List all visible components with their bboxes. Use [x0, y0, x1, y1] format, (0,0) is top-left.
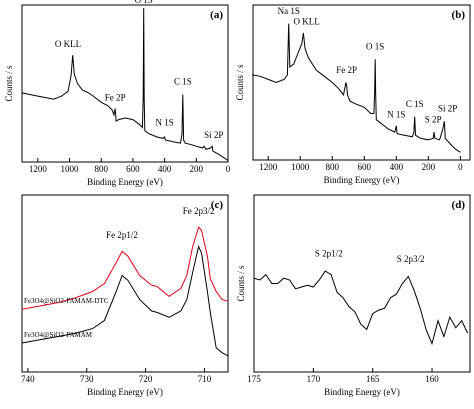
x-tick-label: 1000 — [61, 164, 80, 174]
peak-label: O 1S — [366, 42, 384, 52]
x-tick-label: 160 — [425, 374, 439, 384]
peak-label: N 1S — [155, 117, 173, 127]
x-tick-label: 1200 — [259, 162, 278, 172]
series-label: Fe3O4@SiO2-PAMAM-DTC — [24, 297, 109, 305]
x-tick-label: 600 — [126, 164, 140, 174]
peak-label: S 2p1/2 — [315, 249, 343, 259]
peak-label: Si 2P — [204, 130, 223, 140]
plot-frame — [21, 194, 229, 373]
x-tick-label: 710 — [198, 374, 212, 384]
x-tick-label: 1200 — [29, 164, 48, 174]
x-axis-label: Binding Energy (eV) — [87, 387, 163, 397]
peak-label: S 2p3/2 — [397, 254, 425, 264]
peak-label: S 2P — [425, 114, 442, 124]
plot-frame — [21, 4, 229, 163]
x-axis-label: Binding Energy (eV) — [324, 175, 400, 185]
x-tick-label: 0 — [458, 162, 463, 172]
peak-label: Fe 2p3/2 — [183, 206, 215, 216]
x-axis-label: Binding Energy (eV) — [87, 177, 163, 187]
x-tick-label: 170 — [307, 374, 321, 384]
x-tick-label: 720 — [139, 374, 153, 384]
peak-label: O KLL — [294, 17, 320, 27]
plot-frame — [253, 194, 471, 373]
y-axis-label: Counts / s — [236, 265, 246, 302]
x-tick-label: 1000 — [291, 162, 310, 172]
spectrum-line — [21, 244, 229, 357]
y-axis-label: Counts / s — [4, 65, 14, 102]
peak-label: Na 1S — [278, 6, 300, 16]
x-tick-label: 800 — [94, 164, 108, 174]
peak-label: Si 2P — [438, 104, 457, 114]
spectrum-line — [252, 23, 461, 153]
x-tick-label: 600 — [358, 162, 372, 172]
spectrum-line — [21, 226, 229, 310]
peak-label: O KLL — [55, 39, 81, 49]
peak-label: C 1S — [406, 99, 424, 109]
panel-label: (b) — [452, 9, 466, 21]
x-tick-label: 165 — [366, 374, 380, 384]
peak-label: C 1S — [174, 77, 192, 87]
panel-label: (d) — [452, 199, 466, 211]
x-axis-label: Binding Energy (eV) — [324, 387, 400, 397]
series-label: Fe3O4@SiO2-PAMAM — [24, 331, 93, 339]
x-tick-label: 740 — [21, 374, 35, 384]
panel-label: (a) — [210, 9, 223, 21]
y-axis-label: Counts / s — [235, 64, 245, 101]
x-tick-label: 800 — [326, 162, 340, 172]
peak-label: Fe 2P — [105, 92, 126, 102]
x-tick-label: 400 — [390, 162, 404, 172]
x-tick-label: 730 — [80, 374, 94, 384]
x-tick-label: 175 — [247, 374, 261, 384]
x-tick-label: 200 — [190, 164, 204, 174]
peak-label: N 1S — [387, 110, 405, 120]
spectrum-line — [253, 270, 469, 346]
x-tick-label: 0 — [226, 164, 231, 174]
peak-label: O 1S — [135, 0, 153, 5]
panel-label: (c) — [211, 199, 224, 211]
peak-label: Fe 2p1/2 — [106, 230, 138, 240]
peak-label: Fe 2P — [336, 65, 357, 75]
plot-frame — [252, 4, 471, 161]
spectrum-line — [21, 8, 229, 161]
x-tick-label: 400 — [158, 164, 172, 174]
x-tick-label: 200 — [422, 162, 436, 172]
